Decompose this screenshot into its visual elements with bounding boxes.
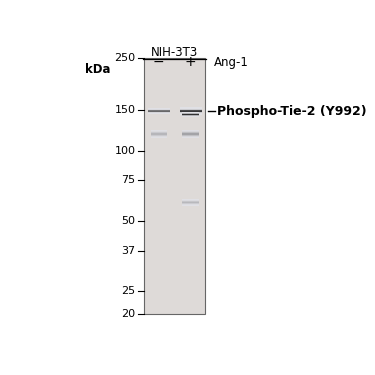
Text: −: − [153,56,165,69]
Text: 37: 37 [122,246,135,256]
Text: 250: 250 [114,53,135,63]
Text: Phospho-Tie-2 (Y992): Phospho-Tie-2 (Y992) [217,105,366,117]
Text: kDa: kDa [85,63,111,76]
Text: 100: 100 [114,146,135,156]
Bar [144,58,205,314]
Text: +: + [185,56,196,69]
Text: 50: 50 [122,216,135,226]
Text: 75: 75 [122,175,135,185]
Text: 150: 150 [114,105,135,115]
Text: Ang-1: Ang-1 [214,56,249,69]
Text: NIH-3T3: NIH-3T3 [151,46,198,59]
Text: 25: 25 [122,286,135,296]
Text: 20: 20 [122,309,135,318]
